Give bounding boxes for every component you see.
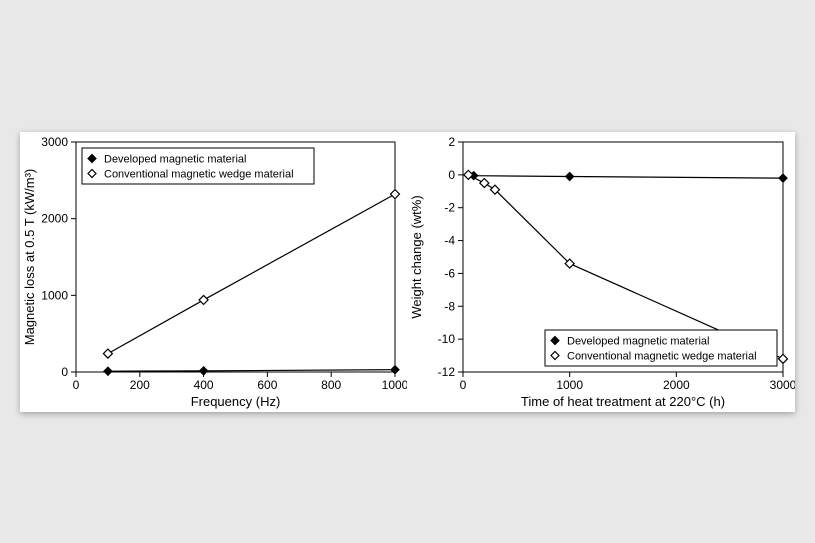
legend-item-label: Conventional magnetic wedge material	[567, 351, 757, 363]
svg-text:1000: 1000	[556, 378, 583, 392]
svg-text:3000: 3000	[770, 378, 795, 392]
legend-item-label: Developed magnetic material	[104, 154, 246, 166]
svg-text:0: 0	[73, 378, 80, 392]
svg-text:Weight change (wt%): Weight change (wt%)	[409, 195, 424, 318]
svg-text:2000: 2000	[41, 212, 68, 226]
svg-text:1000: 1000	[382, 378, 407, 392]
svg-text:-6: -6	[444, 266, 455, 280]
svg-text:-12: -12	[438, 365, 456, 379]
chart-left: 0 200 400 600 800 1000 0 1000 2000 3000 Frequency …	[20, 132, 407, 412]
svg-text:1000: 1000	[41, 288, 68, 302]
charts-row: 020040060080010000100020003000Frequency …	[20, 132, 795, 412]
legend-item-label: Conventional magnetic wedge material	[104, 169, 294, 181]
legend-item-label: Developed magnetic material	[567, 336, 709, 348]
chart-svg: 0 1000 2000 3000 -12 -10 -8 -6 -4 -2 0 2 Time of hea…	[407, 132, 795, 412]
svg-text:-4: -4	[444, 234, 455, 248]
svg-text:-2: -2	[444, 201, 455, 215]
legend: Developed magnetic material Conventional …	[545, 330, 777, 366]
svg-text:400: 400	[194, 378, 214, 392]
svg-text:Magnetic loss at 0.5 T (kW/m³): Magnetic loss at 0.5 T (kW/m³)	[22, 169, 37, 346]
stage: 020040060080010000100020003000Frequency …	[0, 0, 815, 543]
charts-panel: 020040060080010000100020003000Frequency …	[20, 132, 795, 412]
chart-right: 0 1000 2000 3000 -12 -10 -8 -6 -4 -2 0 2 Time of hea…	[407, 132, 795, 412]
svg-text:Frequency (Hz): Frequency (Hz)	[191, 394, 281, 409]
svg-text:600: 600	[257, 378, 277, 392]
svg-text:-8: -8	[444, 299, 455, 313]
svg-text:2: 2	[448, 135, 455, 149]
svg-text:2000: 2000	[663, 378, 690, 392]
svg-text:0: 0	[460, 378, 467, 392]
legend: Developed magnetic material Conventional …	[82, 148, 314, 184]
chart-svg: 0 200 400 600 800 1000 0 1000 2000 3000 Frequency …	[20, 132, 407, 412]
svg-text:Time of heat treatment at 220°: Time of heat treatment at 220°C (h)	[521, 394, 725, 409]
svg-text:-10: -10	[438, 332, 456, 346]
svg-text:800: 800	[321, 378, 341, 392]
svg-text:0: 0	[61, 365, 68, 379]
svg-text:3000: 3000	[41, 135, 68, 149]
svg-text:0: 0	[448, 168, 455, 182]
svg-text:200: 200	[130, 378, 150, 392]
